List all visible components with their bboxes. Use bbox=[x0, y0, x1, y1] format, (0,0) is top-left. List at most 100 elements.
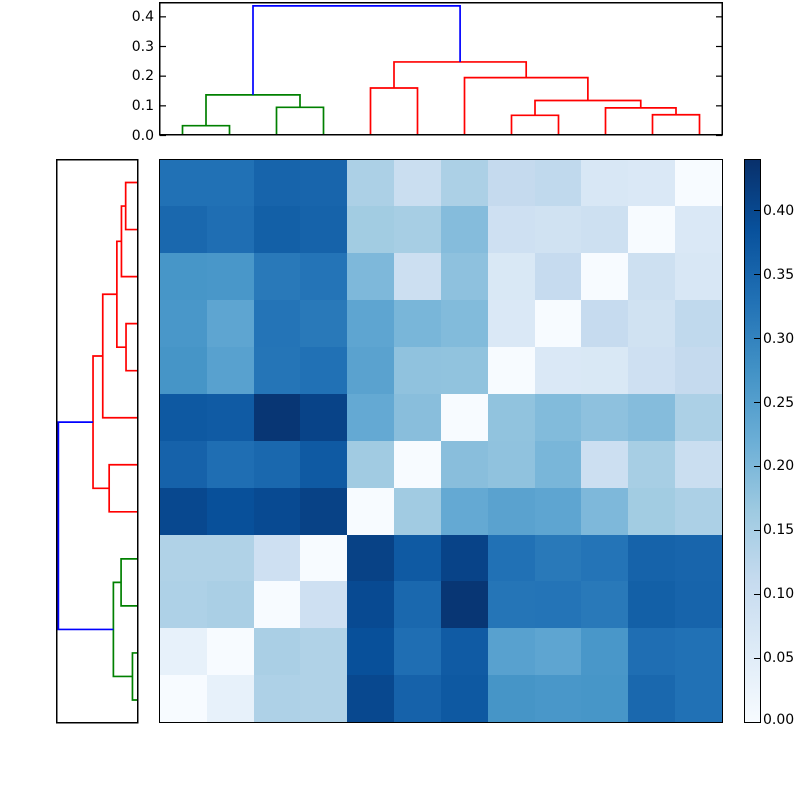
heatmap-cell bbox=[534, 206, 582, 254]
heatmap-cell bbox=[675, 628, 722, 676]
heatmap-cell bbox=[581, 581, 629, 629]
axis-tick-label: 0.2 bbox=[131, 68, 154, 85]
heatmap-cell bbox=[253, 628, 301, 676]
heatmap-cell bbox=[160, 393, 207, 441]
heatmap-cell bbox=[440, 347, 488, 394]
heatmap-cell bbox=[487, 393, 535, 441]
heatmap-cell bbox=[487, 581, 535, 629]
heatmap-cell bbox=[675, 159, 722, 207]
heatmap-cell bbox=[394, 534, 441, 582]
heatmap-cell bbox=[675, 393, 722, 441]
heatmap-cell bbox=[206, 581, 254, 629]
heatmap-cell bbox=[534, 440, 582, 488]
heatmap-cell bbox=[628, 581, 676, 629]
colorbar-tick bbox=[753, 401, 760, 404]
heatmap-cell bbox=[675, 347, 722, 394]
heatmap-cell bbox=[534, 675, 582, 722]
heatmap-cell bbox=[581, 487, 629, 535]
heatmap-cell bbox=[581, 393, 629, 441]
colorbar-tick bbox=[753, 274, 760, 276]
heatmap-cell bbox=[253, 300, 301, 347]
heatmap-cell bbox=[440, 487, 488, 535]
heatmap-cell bbox=[628, 347, 676, 394]
heatmap-cell bbox=[487, 253, 535, 301]
heatmap-cell bbox=[160, 581, 207, 629]
axis-tick-label: 0.0 bbox=[131, 127, 154, 144]
colorbar-tick bbox=[753, 465, 760, 468]
heatmap-cell bbox=[206, 347, 254, 394]
heatmap-cell bbox=[394, 675, 441, 722]
heatmap-cell bbox=[675, 534, 722, 582]
heatmap-cell bbox=[675, 440, 722, 488]
heatmap-cell bbox=[534, 253, 582, 301]
heatmap-cell bbox=[347, 206, 395, 254]
heatmap-cell bbox=[300, 347, 348, 394]
heatmap-cell bbox=[628, 159, 676, 207]
heatmap-cell bbox=[206, 675, 254, 722]
colorbar-tick-label: 0.10 bbox=[763, 585, 795, 602]
heatmap-cell bbox=[534, 300, 582, 347]
heatmap-cell bbox=[628, 300, 676, 347]
heatmap-cell bbox=[440, 534, 488, 582]
heatmap-cell bbox=[675, 581, 722, 629]
heatmap-cell bbox=[394, 300, 441, 347]
heatmap-cell bbox=[300, 534, 348, 582]
heatmap-cell bbox=[628, 628, 676, 676]
heatmap-cell bbox=[394, 253, 441, 301]
heatmap-cell bbox=[440, 440, 488, 488]
colorbar-tick bbox=[753, 721, 760, 724]
heatmap-cell bbox=[628, 675, 676, 722]
colorbar-gradient bbox=[744, 159, 760, 722]
heatmap-cell bbox=[440, 159, 488, 207]
heatmap-cell bbox=[487, 487, 535, 535]
heatmap-cell bbox=[487, 159, 535, 207]
heatmap-cell bbox=[253, 253, 301, 301]
colorbar-tick-label: 0.40 bbox=[763, 203, 795, 219]
heatmap-cell bbox=[487, 675, 535, 722]
heatmap-cell bbox=[581, 347, 629, 394]
heatmap-cell bbox=[160, 628, 207, 676]
heatmap-cell bbox=[206, 206, 254, 254]
heatmap-cell bbox=[300, 440, 348, 488]
heatmap-cell bbox=[160, 440, 207, 488]
heatmap-cell bbox=[253, 347, 301, 394]
heatmap-cell bbox=[440, 675, 488, 722]
colorbar-tick bbox=[753, 593, 760, 596]
heatmap-cell bbox=[160, 206, 207, 254]
heatmap-cell bbox=[394, 628, 441, 676]
heatmap-cell bbox=[253, 206, 301, 254]
colorbar-tick bbox=[753, 657, 760, 660]
heatmap-cell bbox=[534, 159, 582, 207]
heatmap-cell bbox=[206, 440, 254, 488]
heatmap-cell bbox=[253, 393, 301, 441]
heatmap-cell bbox=[487, 300, 535, 347]
heatmap-cell bbox=[347, 393, 395, 441]
heatmap-cell bbox=[394, 347, 441, 394]
heatmap-cell bbox=[628, 206, 676, 254]
heatmap-cell bbox=[440, 581, 488, 629]
heatmap-cell bbox=[160, 253, 207, 301]
heatmap-cell bbox=[440, 300, 488, 347]
heatmap-cell bbox=[253, 534, 301, 582]
heatmap-cell bbox=[675, 253, 722, 301]
heatmap-cell bbox=[206, 253, 254, 301]
heatmap-cell bbox=[675, 487, 722, 535]
heatmap-cell bbox=[160, 534, 207, 582]
heatmap-cell bbox=[160, 675, 207, 722]
heatmap-cell bbox=[253, 581, 301, 629]
heatmap-cell bbox=[487, 628, 535, 676]
heatmap-cell bbox=[347, 347, 395, 394]
heatmap-cell bbox=[628, 534, 676, 582]
distance-matrix-heatmap bbox=[159, 158, 723, 723]
heatmap-cell bbox=[253, 159, 301, 207]
heatmap-cell bbox=[347, 300, 395, 347]
heatmap-cell bbox=[300, 253, 348, 301]
heatmap-cell bbox=[394, 487, 441, 535]
heatmap-cell bbox=[581, 300, 629, 347]
heatmap-cell bbox=[347, 628, 395, 676]
heatmap-cell bbox=[300, 393, 348, 441]
heatmap-cell bbox=[440, 206, 488, 254]
heatmap-cell bbox=[347, 675, 395, 722]
heatmap-cell bbox=[581, 440, 629, 488]
heatmap-cell bbox=[253, 675, 301, 722]
